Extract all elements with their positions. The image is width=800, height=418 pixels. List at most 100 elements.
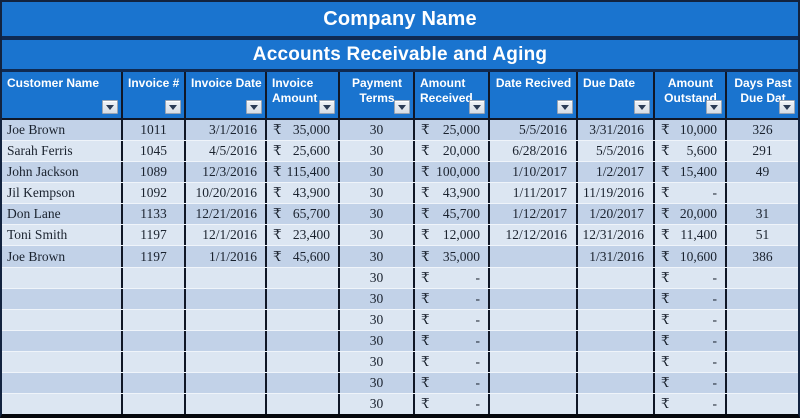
table-cell[interactable]: ₹12,000 (415, 225, 490, 246)
table-cell[interactable]: 30 (340, 183, 415, 204)
table-cell[interactable]: Don Lane (2, 204, 123, 225)
table-cell[interactable] (123, 372, 186, 394)
table-cell[interactable]: ₹23,400 (267, 225, 340, 246)
table-cell[interactable]: 30 (340, 162, 415, 183)
table-cell[interactable]: ₹65,700 (267, 204, 340, 225)
table-cell[interactable]: ₹ - (655, 351, 727, 372)
table-cell[interactable]: ₹ - (415, 394, 490, 415)
table-cell[interactable] (490, 394, 578, 415)
table-cell[interactable]: John Jackson (2, 162, 123, 183)
filter-dropdown-button[interactable] (469, 100, 485, 114)
table-cell[interactable]: 3/1/2016 (186, 120, 267, 141)
table-cell[interactable] (123, 330, 186, 351)
table-cell[interactable]: 10/20/2016 (186, 183, 267, 204)
table-cell[interactable] (727, 268, 798, 288)
table-cell[interactable]: ₹45,700 (415, 204, 490, 225)
table-cell[interactable]: 1197 (123, 225, 186, 246)
table-cell[interactable]: 291 (752, 143, 773, 159)
table-cell[interactable] (2, 351, 123, 372)
table-cell[interactable]: 12/12/2016 (490, 225, 578, 246)
table-cell[interactable] (267, 288, 340, 309)
table-cell[interactable]: 30 (340, 141, 415, 162)
table-cell[interactable]: 31 (755, 206, 770, 222)
table-cell[interactable] (2, 267, 123, 288)
table-cell[interactable]: 1011 (123, 120, 186, 141)
table-cell[interactable] (267, 372, 340, 394)
table-cell[interactable]: 1/2/2017 (578, 162, 655, 183)
table-cell[interactable]: 1089 (123, 162, 186, 183)
filter-dropdown-button[interactable] (779, 100, 795, 114)
table-cell[interactable]: 5/5/2016 (490, 120, 578, 141)
table-cell[interactable]: 5/5/2016 (578, 141, 655, 162)
table-cell[interactable]: Jil Kempson (2, 183, 123, 204)
table-cell[interactable]: 4/5/2016 (186, 141, 267, 162)
table-cell[interactable]: Sarah Ferris (2, 141, 123, 162)
table-cell[interactable]: Joe Brown (2, 120, 123, 141)
table-cell[interactable]: ₹10,000 (655, 120, 727, 141)
table-cell[interactable]: 1/12/2017 (490, 204, 578, 225)
table-cell[interactable]: ₹43,900 (415, 183, 490, 204)
table-cell[interactable] (727, 373, 798, 393)
table-cell[interactable]: ₹ - (655, 372, 727, 394)
table-cell[interactable] (578, 309, 655, 330)
table-cell[interactable]: ₹ - (415, 372, 490, 394)
table-cell[interactable] (727, 352, 798, 372)
table-cell[interactable]: ₹5,600 (655, 141, 727, 162)
table-cell[interactable] (727, 183, 798, 203)
filter-dropdown-button[interactable] (557, 100, 573, 114)
table-cell[interactable]: 1197 (123, 246, 186, 267)
table-cell[interactable]: ₹ - (415, 351, 490, 372)
table-cell[interactable]: 12/1/2016 (186, 225, 267, 246)
table-cell[interactable]: 30 (340, 120, 415, 141)
table-cell[interactable] (123, 309, 186, 330)
table-cell[interactable]: 30 (340, 204, 415, 225)
table-cell[interactable]: 1/20/2017 (578, 204, 655, 225)
table-cell[interactable] (490, 372, 578, 394)
table-cell[interactable]: ₹25,000 (415, 120, 490, 141)
table-cell[interactable]: ₹ - (655, 267, 727, 288)
table-cell[interactable] (490, 330, 578, 351)
table-cell[interactable] (490, 246, 578, 267)
table-cell[interactable] (123, 288, 186, 309)
table-cell[interactable]: ₹35,000 (267, 120, 340, 141)
table-cell[interactable]: ₹ - (655, 183, 727, 204)
table-cell[interactable] (186, 330, 267, 351)
table-cell[interactable]: ₹ - (415, 309, 490, 330)
filter-dropdown-button[interactable] (394, 100, 410, 114)
table-cell[interactable] (727, 289, 798, 309)
table-cell[interactable] (727, 331, 798, 351)
table-cell[interactable]: Joe Brown (2, 246, 123, 267)
table-cell[interactable] (267, 267, 340, 288)
table-cell[interactable] (186, 351, 267, 372)
table-cell[interactable] (490, 309, 578, 330)
table-cell[interactable] (578, 394, 655, 415)
table-cell[interactable]: 51 (755, 227, 770, 243)
table-cell[interactable] (578, 372, 655, 394)
table-cell[interactable]: ₹20,000 (655, 204, 727, 225)
table-cell[interactable] (490, 288, 578, 309)
table-cell[interactable]: 1/10/2017 (490, 162, 578, 183)
table-cell[interactable]: ₹25,600 (267, 141, 340, 162)
table-cell[interactable]: 1/11/2017 (490, 183, 578, 204)
table-cell[interactable] (267, 330, 340, 351)
table-cell[interactable]: ₹35,000 (415, 246, 490, 267)
table-cell[interactable]: 1045 (123, 141, 186, 162)
table-cell[interactable]: ₹ - (655, 330, 727, 351)
table-cell[interactable] (2, 288, 123, 309)
table-cell[interactable]: 30 (340, 394, 415, 415)
table-cell[interactable] (578, 267, 655, 288)
table-cell[interactable] (267, 309, 340, 330)
filter-dropdown-button[interactable] (319, 100, 335, 114)
table-cell[interactable] (2, 309, 123, 330)
filter-dropdown-button[interactable] (246, 100, 262, 114)
table-cell[interactable] (123, 267, 186, 288)
table-cell[interactable]: ₹100,000 (415, 162, 490, 183)
table-cell[interactable] (186, 394, 267, 415)
table-cell[interactable]: 30 (340, 309, 415, 330)
filter-dropdown-button[interactable] (706, 100, 722, 114)
table-cell[interactable]: ₹11,400 (655, 225, 727, 246)
table-cell[interactable] (2, 372, 123, 394)
table-cell[interactable] (490, 351, 578, 372)
table-cell[interactable] (123, 394, 186, 415)
table-cell[interactable]: 1092 (123, 183, 186, 204)
